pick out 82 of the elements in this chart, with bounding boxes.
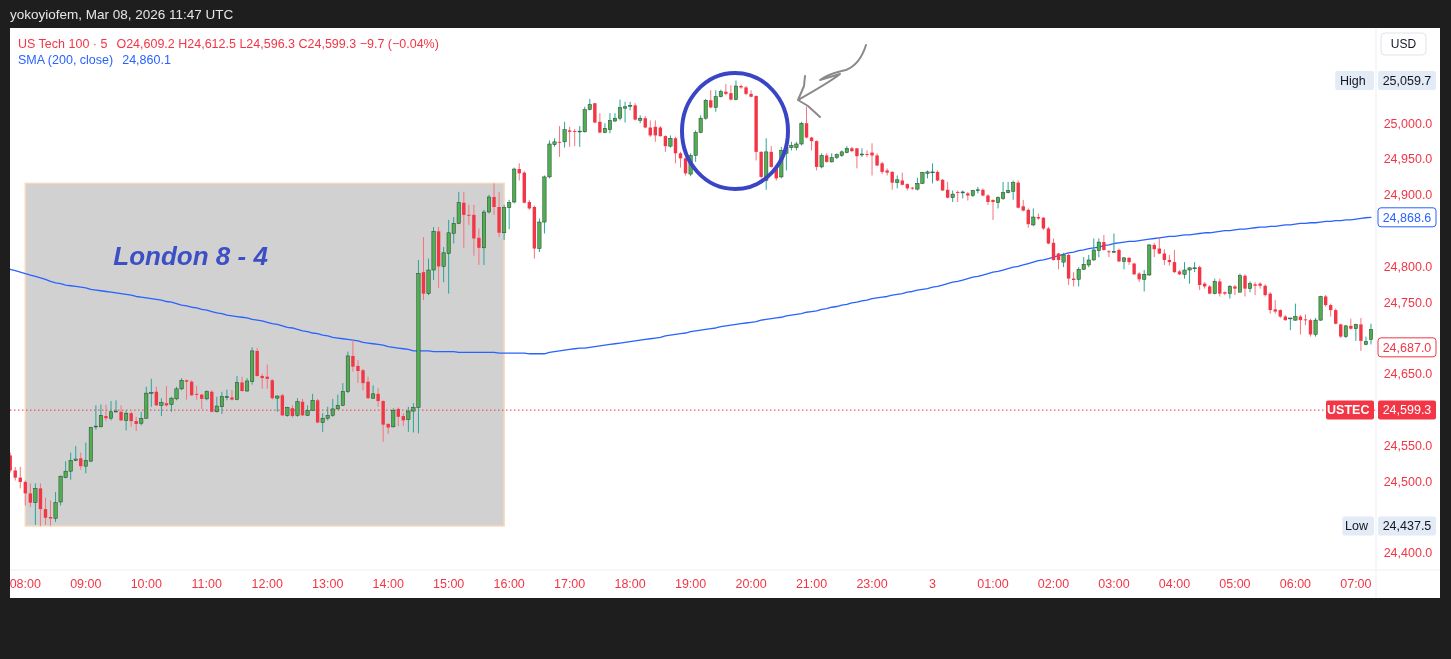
y-tick-label: 24,950.0 xyxy=(1383,152,1433,167)
x-tick-label: 04:00 xyxy=(1158,577,1191,592)
candlestick xyxy=(1369,323,1373,345)
x-tick-label: 11:00 xyxy=(191,577,222,592)
x-tick-label: 12:00 xyxy=(251,577,283,592)
candlestick xyxy=(230,389,234,401)
text: SMA (200, close) xyxy=(18,53,114,68)
candlestick xyxy=(572,128,577,147)
y-tick-label: 24,650.0 xyxy=(1383,367,1433,382)
candlestick xyxy=(1243,273,1247,297)
x-tick-label: 09:00 xyxy=(70,577,102,592)
candlestick xyxy=(1066,253,1071,286)
data-label: 24,868.6 xyxy=(1382,210,1432,225)
candlestick xyxy=(1248,280,1252,293)
candlestick xyxy=(1359,317,1363,352)
y-tick-label: 24,900.0 xyxy=(1383,188,1433,203)
candlestick xyxy=(567,126,572,148)
candlestick xyxy=(492,182,496,216)
candlestick xyxy=(1102,234,1106,252)
candlestick xyxy=(1122,256,1126,270)
text: O24,609.2 H24,612.5 L24,596.3 C24,599.3 −9.7 (−0.04%) xyxy=(116,37,439,52)
x-tick-label: 21:00 xyxy=(795,577,828,592)
x-tick-label: 3 xyxy=(929,577,937,592)
candlestick xyxy=(804,106,809,139)
x-tick-label: 08:00 xyxy=(9,577,42,592)
candlestick xyxy=(124,409,129,431)
candlestick xyxy=(1233,284,1237,296)
text: US Tech 100 · 5 xyxy=(18,37,108,52)
ref-line-label: USTEC 24,599.3 xyxy=(1327,403,1432,418)
candlestick xyxy=(376,387,380,408)
y-tick-label: 25,000.0 xyxy=(1383,116,1433,131)
candlestick xyxy=(1107,249,1111,258)
candlestick xyxy=(1238,273,1242,293)
candlestick xyxy=(371,384,376,400)
y-tick-label: 24,500.0 xyxy=(1383,474,1433,489)
x-tick-label: 01:00 xyxy=(977,577,1009,592)
candlestick xyxy=(421,236,426,301)
candlestick xyxy=(194,385,199,401)
y-tick-label: 24,550.0 xyxy=(1383,438,1433,453)
candlestick xyxy=(391,407,396,429)
x-tick-label: 07:00 xyxy=(1340,577,1372,592)
y-axis-title: USD xyxy=(1390,37,1417,52)
x-tick-label: 17:00 xyxy=(554,577,586,592)
text: High 25,059.7 xyxy=(1340,73,1432,88)
x-tick-label: 15:00 xyxy=(433,577,465,592)
candlestick xyxy=(295,397,300,418)
x-tick-label: 18:00 xyxy=(614,577,646,592)
annotation: Low 24,437.5 xyxy=(1345,519,1432,534)
annotation: 24,860.1 xyxy=(122,53,171,68)
candlestick xyxy=(956,190,960,203)
candlestick xyxy=(43,497,48,526)
candlestick xyxy=(98,404,103,429)
y-tick-label: 24,750.0 xyxy=(1383,295,1433,310)
candlestick xyxy=(1353,323,1358,342)
x-tick-label: 06:00 xyxy=(1279,577,1312,592)
candlestick xyxy=(235,375,239,401)
x-tick-label: 03:00 xyxy=(1098,577,1130,592)
candlestick xyxy=(860,147,864,158)
candlestick xyxy=(1303,313,1308,326)
x-tick-label: 10:00 xyxy=(130,577,162,592)
candlestick xyxy=(562,121,567,149)
y-tick-label: 24,400.0 xyxy=(1383,546,1433,561)
y-tick-label: 24,687.0 xyxy=(1382,340,1432,355)
x-tick-label: 13:00 xyxy=(312,577,344,592)
candlestick xyxy=(557,125,562,158)
x-tick-label: 02:00 xyxy=(1037,577,1070,592)
x-tick-label: 14:00 xyxy=(372,577,404,592)
candlestick xyxy=(462,191,466,249)
text: yokoyiofem, Mar 08, 2026 11:47 UTC xyxy=(10,6,234,22)
x-tick-label: 23:00 xyxy=(856,577,888,592)
y-tick-label: 24,800.0 xyxy=(1383,259,1433,274)
line-series xyxy=(10,216,1372,355)
band-label: London 8 - 4 xyxy=(113,241,269,272)
candlestick xyxy=(1127,256,1131,266)
candlestick xyxy=(33,482,38,526)
candlestick xyxy=(1112,232,1116,254)
x-tick-label: 16:00 xyxy=(493,577,525,592)
x-tick-label: 19:00 xyxy=(674,577,707,592)
x-tick-label: 20:00 xyxy=(735,577,767,592)
candlestick xyxy=(477,227,481,266)
x-tick-label: 05:00 xyxy=(1219,577,1251,592)
candlestick xyxy=(28,482,33,508)
